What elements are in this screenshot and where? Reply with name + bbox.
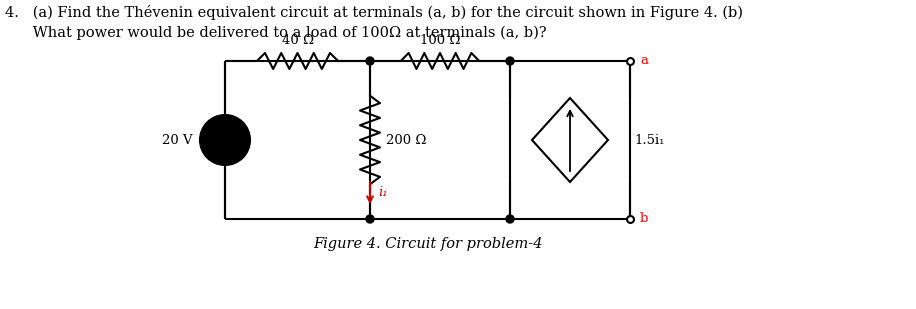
Circle shape — [366, 57, 374, 65]
Text: i₁: i₁ — [378, 187, 387, 200]
Text: 1.5i₁: 1.5i₁ — [634, 133, 664, 146]
Text: What power would be delivered to a load of 100Ω at terminals (a, b)?: What power would be delivered to a load … — [5, 26, 547, 40]
Text: 100 Ω: 100 Ω — [420, 34, 460, 47]
Circle shape — [366, 215, 374, 223]
Text: 4.   (a) Find the Thévenin equivalent circuit at terminals (a, b) for the circui: 4. (a) Find the Thévenin equivalent circ… — [5, 5, 743, 20]
Text: −: − — [220, 142, 230, 155]
Text: 200 Ω: 200 Ω — [386, 133, 426, 146]
Text: 40 Ω: 40 Ω — [281, 34, 313, 47]
Text: 20 V: 20 V — [162, 133, 193, 146]
Circle shape — [506, 57, 514, 65]
Text: +: + — [221, 125, 230, 135]
Text: b: b — [640, 213, 649, 226]
Polygon shape — [532, 98, 608, 182]
Text: a: a — [640, 54, 648, 67]
Circle shape — [200, 115, 250, 165]
Circle shape — [506, 215, 514, 223]
Text: Figure 4. Circuit for problem-4: Figure 4. Circuit for problem-4 — [312, 237, 542, 251]
